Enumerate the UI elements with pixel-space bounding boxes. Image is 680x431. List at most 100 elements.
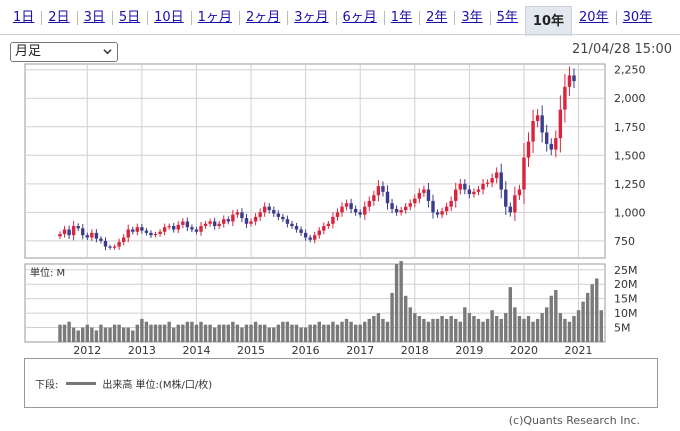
volume-bar — [376, 313, 381, 342]
volume-bar — [531, 321, 535, 342]
candle-body — [517, 189, 522, 196]
x-tick-label: 2020 — [510, 344, 538, 357]
volume-bar — [199, 321, 203, 342]
tab-5[interactable]: 10日 — [147, 7, 191, 29]
x-tick-label: 2012 — [73, 344, 101, 357]
volume-bar — [508, 287, 513, 342]
tab-8[interactable]: 3ヶ月 — [287, 7, 335, 29]
x-tick-label: 2019 — [455, 344, 483, 357]
candle-body — [322, 226, 326, 231]
candle-body — [504, 189, 508, 207]
volume-bar — [103, 327, 108, 342]
tab-1[interactable]: 1日 — [6, 7, 41, 29]
candle-body — [399, 210, 403, 213]
volume-bar — [549, 295, 553, 342]
candle-body — [508, 206, 513, 213]
candle-body — [149, 232, 153, 236]
candle-body — [535, 115, 540, 122]
volume-bar — [403, 295, 408, 342]
candle-body — [545, 132, 549, 144]
volume-bar — [472, 316, 476, 342]
volume-bar — [440, 316, 444, 342]
tab-16[interactable]: 30年 — [615, 7, 660, 29]
candle-body — [481, 183, 485, 190]
tab-label: 1日 — [13, 9, 35, 25]
tab-9[interactable]: 6ヶ月 — [335, 7, 384, 29]
candle-body — [81, 228, 85, 236]
volume-bar — [76, 330, 80, 342]
volume-bar — [335, 324, 340, 342]
volume-bar — [121, 327, 126, 342]
tab-3[interactable]: 3日 — [76, 7, 112, 29]
volume-bar — [294, 324, 299, 342]
legend-lower-label: 下段: — [35, 380, 59, 391]
candle-body — [194, 229, 199, 232]
candle-body — [262, 206, 267, 213]
candle-body — [344, 203, 349, 207]
volume-bar — [490, 310, 494, 342]
tab-13[interactable]: 5年 — [489, 7, 525, 29]
volume-bar — [344, 318, 349, 342]
candle-body — [485, 182, 490, 184]
price-tick-label: 750 — [614, 235, 635, 248]
tab-10[interactable]: 1年 — [383, 7, 419, 29]
candle-body — [181, 221, 185, 225]
candle-body — [554, 138, 558, 150]
price-tick-label: 1,500 — [614, 149, 646, 162]
volume-bar — [158, 324, 162, 342]
tab-label: 2ヶ月 — [245, 9, 281, 25]
volume-tick-label: 25M — [614, 264, 638, 277]
volume-bar — [67, 321, 71, 342]
stock-chart: 2012 2013 2014 2015 2016 2017 2018 2019 2020 2021… — [24, 63, 646, 357]
candle-body — [126, 229, 130, 238]
volume-bar — [408, 307, 412, 342]
chart-legend: 下段: 出来高 単位:(M株/口/枚) — [24, 358, 658, 408]
candle-body — [226, 219, 231, 222]
period-select[interactable]: 月足 — [10, 42, 118, 62]
candle-body — [394, 208, 399, 213]
price-tick-label: 1,000 — [614, 206, 646, 219]
volume-bar — [62, 324, 67, 342]
x-tick-label: 2014 — [182, 344, 210, 357]
volume-bar — [249, 324, 253, 342]
candle-body — [112, 246, 117, 248]
tab-2[interactable]: 2日 — [41, 7, 76, 29]
tab-12[interactable]: 3年 — [454, 7, 489, 29]
candle-body — [454, 189, 458, 201]
volume-bar — [281, 321, 285, 342]
tab-6[interactable]: 1ヶ月 — [190, 7, 239, 29]
volume-bar — [467, 313, 472, 342]
candle-body — [308, 237, 312, 240]
volume-tick-label: 10M — [614, 307, 638, 320]
candle-body — [117, 242, 121, 247]
volume-bar — [258, 324, 262, 342]
tab-4[interactable]: 5日 — [111, 7, 147, 29]
tab-14[interactable]: 10年 — [524, 5, 573, 36]
volume-bar — [449, 316, 453, 342]
candle-body — [567, 75, 572, 87]
x-tick-label: 2021 — [565, 344, 593, 357]
tab-7[interactable]: 2ヶ月 — [238, 7, 287, 29]
candle-body — [413, 198, 417, 204]
volume-bar — [303, 327, 308, 342]
candle-body — [522, 157, 526, 190]
candle-body — [335, 212, 340, 217]
tab-label: 20年 — [579, 9, 609, 25]
candle-body — [294, 226, 299, 230]
candle-body — [563, 86, 567, 110]
candle-body — [158, 231, 162, 235]
candle-body — [422, 189, 426, 193]
candle-body — [367, 200, 372, 207]
volume-bar — [313, 324, 317, 342]
candle-body — [62, 229, 67, 235]
tab-label: 30年 — [622, 9, 653, 25]
volume-bar — [153, 324, 158, 342]
candle-body — [58, 234, 62, 237]
tab-11[interactable]: 2年 — [419, 7, 454, 29]
volume-bar — [522, 318, 526, 342]
tab-label: 5日 — [118, 9, 141, 25]
volume-bar — [231, 321, 235, 342]
tab-15[interactable]: 20年 — [572, 7, 616, 29]
candle-body — [558, 109, 563, 139]
candle-body — [249, 221, 253, 224]
